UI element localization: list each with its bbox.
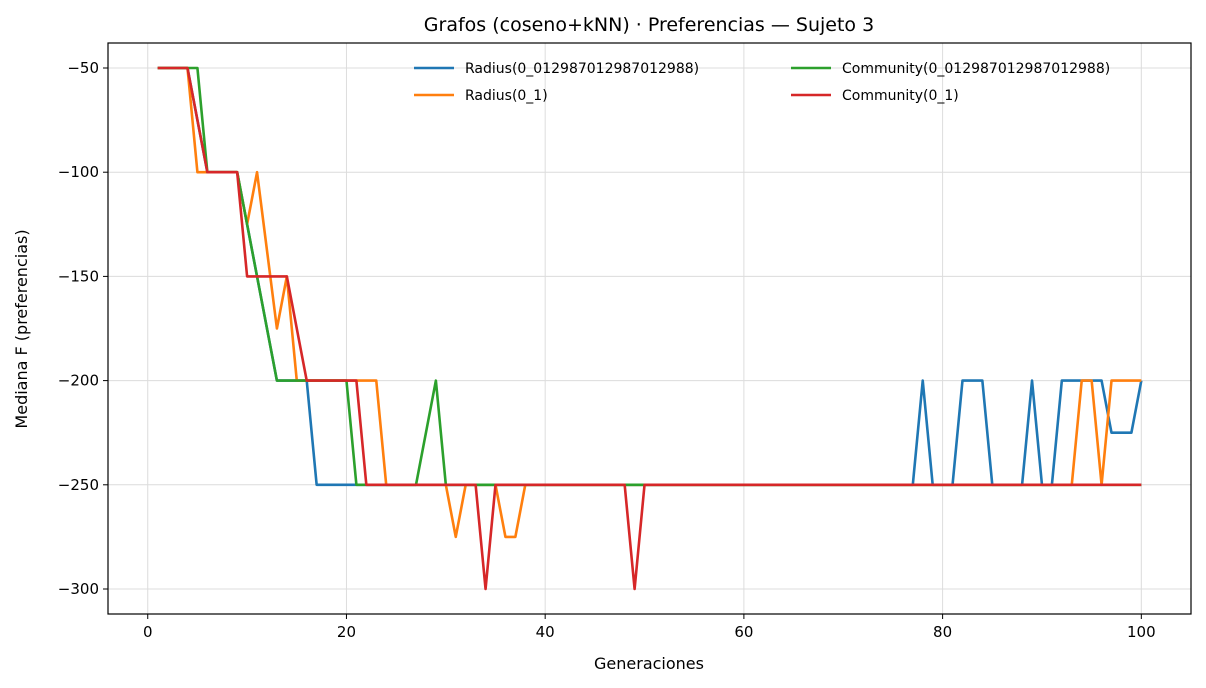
plot-frame [107,42,1192,615]
y-tick-label: −300 [58,580,99,598]
y-axis-label: Mediana F (preferencias) [12,229,31,428]
x-tick-label: 20 [337,623,356,641]
series-line-4 [157,66,1142,591]
x-tick-label: 80 [933,623,952,641]
legend-label-4: Community(0_1) [842,88,959,104]
legend-label-1: Radius(0_012987012987012988) [465,61,699,77]
axis-ticks: 0 20 40 60 80 100 −50 −100 −150 −200 −250 −300 [58,59,1156,641]
legend: Radius(0_012987012987012988) Radius(0_1) C… [414,61,1110,104]
y-tick-label: −250 [58,476,99,494]
x-tick-label: 40 [536,623,555,641]
chart-title: Grafos (coseno+kNN) · Preferencias — Suj… [424,14,874,36]
legend-label-3: Community(0_012987012987012988) [842,61,1110,77]
x-tick-label: 60 [734,623,753,641]
x-axis-label: Generaciones [594,654,704,673]
y-tick-label: −200 [58,372,99,390]
legend-label-2: Radius(0_1) [465,88,548,104]
y-tick-label: −50 [67,59,99,77]
series-lines [157,66,1143,591]
x-tick-label: 100 [1127,623,1156,641]
x-tick-label: 0 [143,623,153,641]
grid-lines [108,43,1191,614]
y-tick-label: −100 [58,163,99,181]
y-tick-label: −150 [58,267,99,285]
